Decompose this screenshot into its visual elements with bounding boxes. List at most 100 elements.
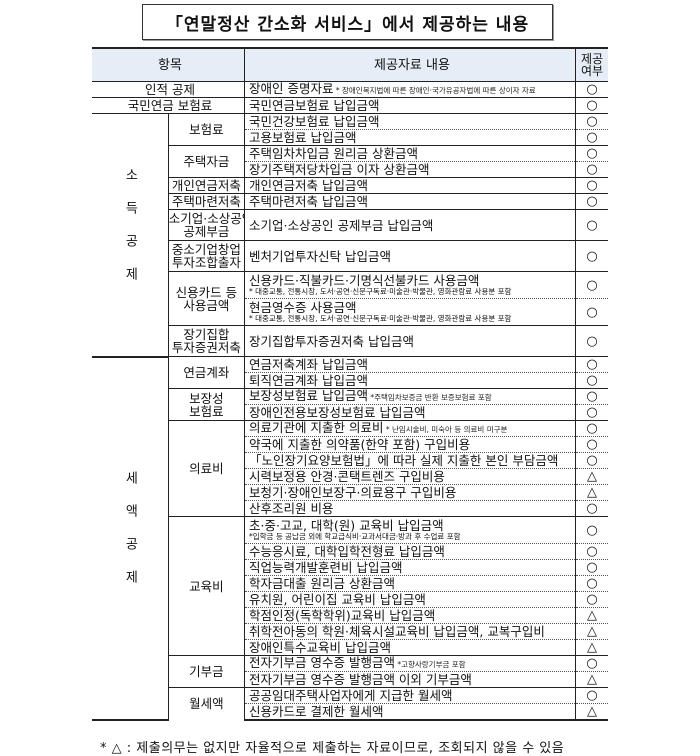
- provided-mark: ○: [575, 161, 608, 178]
- table-row: 「노인장기요양보험법」에 따라 실제 지출한 본인 부담금액 ○: [92, 452, 608, 469]
- table-row: 개인연금저축 개인연금저축 납입금액 ○: [92, 177, 608, 194]
- sub-item-label-line: 소기업·소상공인: [168, 211, 244, 226]
- header-item: 항목: [92, 47, 245, 82]
- provided-mark: ○: [575, 436, 608, 453]
- content-cell: 장애인전용보장성보험료 납입금액: [244, 404, 576, 421]
- content-text: 유치원, 어린이집 교육비 납입금액: [249, 592, 426, 607]
- provided-mark: ○: [575, 388, 608, 405]
- provided-mark: ○: [575, 145, 608, 162]
- table-row: 학점인정(독학학위)교육비 납입금액 △: [92, 607, 608, 624]
- content-cell: 초·중·고교, 대학(원) 교육비 납입금액 *입학금 등 공납금 외에 학교급식…: [244, 516, 576, 544]
- table-row: 장기주택저당차입금 이자 상환금액 ○: [92, 161, 608, 178]
- content-cell: 주택마련저축 납입금액: [244, 193, 576, 210]
- table-row: 장애인특수교육비 납입금액 △: [92, 639, 608, 656]
- group-label: 세액공제: [122, 471, 138, 603]
- content-cell: 신용카드·직불카드·기명식선불카드 사용금액 * 대중교통, 전통시장, 도서·공…: [244, 271, 576, 299]
- content-text: 산후조리원 비용: [249, 501, 334, 516]
- table-row: 주택마련저축 주택마련저축 납입금액 ○: [92, 193, 608, 210]
- content-cell: 신용카드로 결제한 월세액: [244, 703, 576, 721]
- content-cell: 보장성보험료 납입금액 *주택임차보증금 반환 보증보험료 포함: [244, 388, 576, 405]
- content-cell: 공공임대주택사업자에게 지급한 월세액: [244, 687, 576, 704]
- table-row: 소기업·소상공인공제부금소기업·소상공인 공제부금 납입금액○: [92, 209, 608, 241]
- provided-mark: ○: [575, 543, 608, 560]
- sub-item-label-line: 투자조합출자: [171, 255, 241, 270]
- content-note: *입학금 등 공납금 외에 학교급식비·교과서대금·방과 후 수업료 포함: [249, 531, 461, 541]
- header-content: 제공자료 내용: [244, 47, 576, 82]
- provided-mark: ○: [575, 687, 608, 704]
- table-row: 시력보정용 안경·콘택트렌즈 구입비용 △: [92, 468, 608, 485]
- sub-item-label: 보장성 보험료: [167, 388, 245, 421]
- sub-item-label-line: 교육비: [189, 578, 224, 594]
- table-row: 인적 공제 장애인 증명자료 * 장애인복지법에 따른 장애인·국가유공자법에 따…: [92, 81, 608, 98]
- content-text: 초·중·고교, 대학(원) 교육비 납입금액: [249, 517, 444, 533]
- content-cell: 전자기부금 영수증 발행금액 *고향사랑기부금 포함: [244, 655, 576, 672]
- sub-item-label: 개인연금저축: [167, 177, 245, 194]
- content-cell: 보청기·장애인보장구·의료용구 구입비용: [244, 484, 576, 501]
- sub-item-label-line: 개인연금저축: [171, 178, 241, 193]
- content-cell: 의료기관에 지출한 의료비 * 난임시술비, 미숙아 등 의료비 미구분: [244, 420, 576, 437]
- header-provided-line1: 제공: [580, 52, 604, 66]
- content-cell: 전자기부금 영수증 발행금액 이외 기부금액: [244, 671, 576, 688]
- provided-mark: ○: [575, 113, 608, 130]
- provided-mark: △: [575, 468, 608, 485]
- content-text: 주택임차차입금 원리금 상환금액: [249, 146, 418, 161]
- table-row: 의료비 의료기관에 지출한 의료비 * 난임시술비, 미숙아 등 의료비 미구분 ○: [92, 420, 608, 517]
- provided-mark: △: [575, 484, 608, 501]
- sub-item-label: 의료비: [167, 420, 245, 517]
- provided-mark: ○: [575, 452, 608, 469]
- provided-mark: ○: [575, 129, 608, 146]
- table-row: 교육비 초·중·고교, 대학(원) 교육비 납입금액 *입학금 등 공납금 외에 학…: [92, 516, 608, 656]
- content-cell: 약국에 지출한 의약품(한약 포함) 구입비용: [244, 436, 576, 453]
- content-cell: 국민연금보험료 납입금액: [244, 97, 576, 114]
- sub-item-label-line: 보장성: [189, 390, 224, 406]
- content-text: 장애인전용보장성보험료 납입금액: [249, 405, 426, 420]
- content-text: 의료기관에 지출한 의료비: [249, 420, 384, 435]
- content-text: 국민연금보험료 납입금액: [249, 98, 380, 113]
- table-row: 신용카드로 결제한 월세액 △: [92, 703, 608, 721]
- sub-item-label: 교육비: [167, 516, 245, 656]
- content-text: 공공임대주택사업자에게 지급한 월세액: [249, 688, 453, 703]
- provided-mark: △: [575, 607, 608, 624]
- provided-mark: ○: [575, 500, 608, 517]
- table-row: 취학전아동의 학원·체육시설교육비 납입금액, 교복구입비 △: [92, 623, 608, 640]
- provided-mark: ○: [575, 372, 608, 389]
- provided-mark: ○: [575, 271, 608, 299]
- content-text: 고용보험료 납입금액: [249, 130, 357, 145]
- content-text: 보장성보험료 납입금액: [249, 388, 368, 403]
- group-label: 소득공제: [122, 167, 138, 300]
- content-cell: 시력보정용 안경·콘택트렌즈 구입비용: [244, 468, 576, 485]
- content-cell: 산후조리원 비용: [244, 500, 576, 517]
- sub-item-label-line: 연금계좌: [183, 365, 230, 380]
- table-row: 수능응시료, 대학입학전형료 납입금액 ○: [92, 543, 608, 560]
- content-cell: 장애인특수교육비 납입금액: [244, 639, 576, 656]
- provided-mark: ○: [575, 81, 608, 98]
- provided-mark: ○: [575, 559, 608, 576]
- content-cell: 유치원, 어린이집 교육비 납입금액: [244, 591, 576, 608]
- content-text: 소기업·소상공인 공제부금 납입금액: [249, 217, 434, 233]
- table-row: 학자금대출 원리금 상환금액 ○: [92, 575, 608, 592]
- sub-item-label: 중소기업창업 투자조합출자: [167, 240, 245, 272]
- table-row: 세액공제 연금계좌 연금저축계좌 납입금액 ○: [92, 356, 608, 721]
- content-text: 장애인 증명자료: [249, 81, 334, 96]
- provided-mark: ○: [575, 177, 608, 194]
- table-row: 유치원, 어린이집 교육비 납입금액 ○: [92, 591, 608, 608]
- content-text: 주택마련저축 납입금액: [249, 194, 368, 209]
- content-text: 전자기부금 영수증 발행금액 이외 기부금액: [249, 672, 472, 687]
- sub-item-label-line: 장기집합: [183, 327, 230, 342]
- sub-item-label-line: 보험료: [189, 403, 224, 419]
- provided-mark: ○: [575, 516, 608, 544]
- table-row: 고용보험료 납입금액 ○: [92, 129, 608, 146]
- content-cell: 고용보험료 납입금액: [244, 129, 576, 146]
- table-row: 퇴직연금계좌 납입금액 ○: [92, 372, 608, 389]
- table-row: 전자기부금 영수증 발행금액 이외 기부금액 △: [92, 671, 608, 688]
- content-cell: 현금영수증 사용금액 * 대중교통, 전통시장, 도서·공연·신문구독료·미술관·…: [244, 298, 576, 326]
- content-text: 학자금대출 원리금 상환금액: [249, 576, 395, 591]
- content-cell: 국민건강보험료 납입금액: [244, 113, 576, 130]
- sub-item-label-line: 공제부금: [183, 224, 230, 239]
- content-cell: 장기주택저당차입금 이자 상환금액: [244, 161, 576, 178]
- content-cell: 주택임차차입금 원리금 상환금액: [244, 145, 576, 162]
- sub-item-label: 월세액: [167, 687, 245, 720]
- content-note: *주택임차보증금 반환 보증보험료 포함: [367, 393, 492, 402]
- table-row: 기부금 전자기부금 영수증 발행금액 *고향사랑기부금 포함 ○: [92, 655, 608, 688]
- content-cell: 학자금대출 원리금 상환금액: [244, 575, 576, 592]
